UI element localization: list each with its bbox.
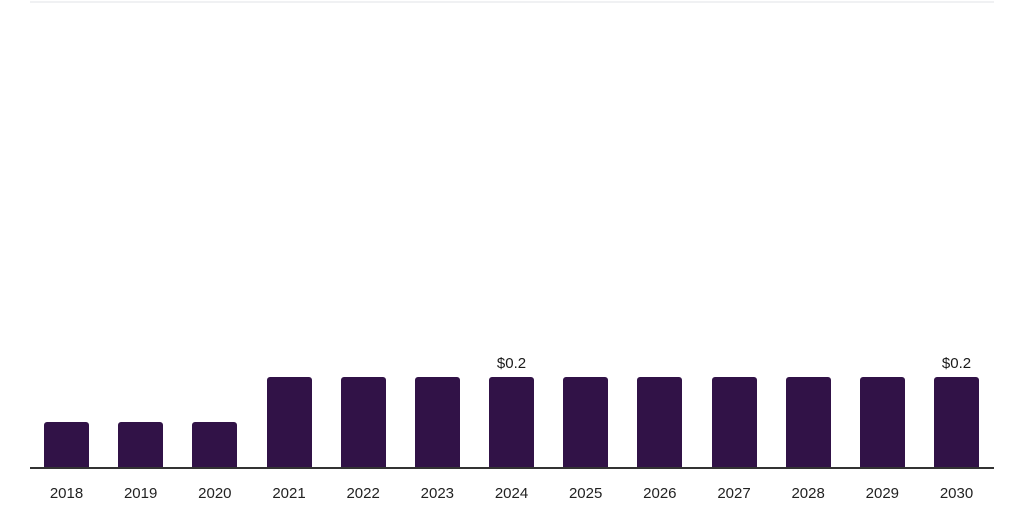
x-tick-label-2021: 2021 [272,485,306,502]
bar-2023[interactable] [414,377,460,467]
x-tick-label-2024: 2024 [494,485,529,502]
x-tick-label-2020: 2020 [198,485,232,502]
x-tick-label-2027: 2027 [717,485,751,502]
bar-2019[interactable] [118,422,164,467]
bar-value-label-2024: $0.2 [496,354,527,372]
x-tick-label-2018: 2018 [49,485,84,502]
x-tick-label-2029: 2029 [865,485,900,502]
bar-2030[interactable] [934,377,979,467]
x-tick-label-2028: 2028 [791,485,825,502]
bar-2026[interactable] [637,377,683,467]
x-tick-label-2026: 2026 [643,485,677,502]
bar-value-label-2030: $0.2 [941,354,972,372]
bar-2025[interactable] [563,377,609,467]
chart-top-border [30,1,994,3]
x-axis-line [30,467,994,469]
x-axis-ticks: 2018 2019 2020 2021 2022 2023 2024 2025 2026 2027… [30,485,994,507]
bar-2027[interactable] [711,377,757,467]
bar-chart-plot: $0.2 $0.2 [30,0,994,467]
bar-2029[interactable] [859,377,905,467]
x-tick-label-2019: 2019 [123,485,158,502]
bar-2024[interactable] [489,377,534,467]
x-tick-label-2030: 2030 [939,485,974,502]
bar-2021[interactable] [266,377,312,467]
bar-2028[interactable] [785,377,831,467]
bar-2018[interactable] [44,422,89,467]
x-tick-label-2023: 2023 [420,485,455,502]
x-tick-label-2025: 2025 [568,485,603,502]
bar-2020[interactable] [192,422,238,467]
x-tick-label-2022: 2022 [346,485,380,502]
bar-2022[interactable] [340,377,386,467]
